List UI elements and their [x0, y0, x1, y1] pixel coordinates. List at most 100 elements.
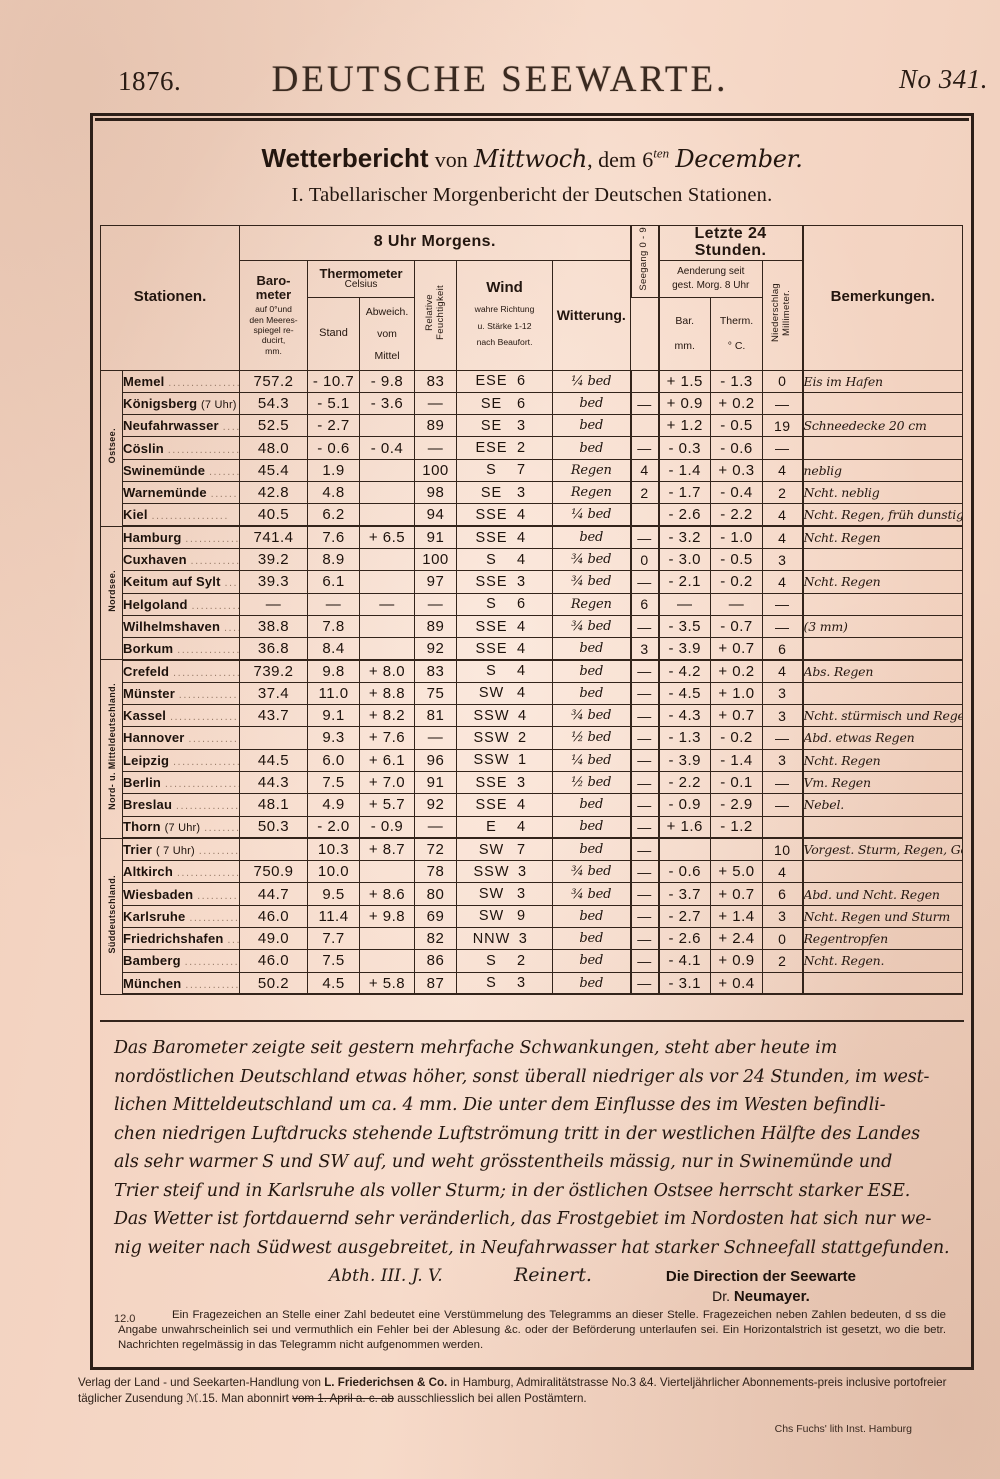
leader-dots: ................. — [151, 510, 229, 523]
thermometer-change-value: + 5.0 — [710, 860, 764, 884]
station-name-cell: Bamberg ................. — [121, 949, 241, 973]
bemerkungen-value: Ncht. neblig — [801, 481, 964, 505]
witterung-value: ½ bed — [552, 726, 632, 750]
header-relative-feuchtigkeit: Relative Feuchtigkeit — [414, 259, 458, 371]
seegang-value: — — [629, 949, 660, 973]
thermometer-stand-value: 6.1 — [307, 570, 361, 594]
table-row: Wiesbaden .................44.79.5+ 8.68… — [101, 882, 964, 906]
thermometer-change-value: - 0.2 — [710, 570, 764, 594]
table-row: Cuxhaven .................39.28.9100S4¾ … — [101, 547, 964, 572]
wind-value: SE 3 — [456, 481, 554, 505]
station-name-cell: Wiesbaden ................. — [121, 882, 241, 906]
relative-humidity-value: 82 — [414, 927, 458, 951]
signature-row: Abth. III. J. V. Reinert. Die Direction … — [114, 1264, 952, 1305]
wind-value: SSW 4 — [456, 704, 554, 728]
barometer-value: 44.5 — [239, 748, 309, 772]
report-title-von: von — [434, 147, 468, 172]
leader-dots: ................. — [185, 533, 240, 546]
barometer-value: 48.0 — [239, 436, 309, 460]
barometer-value: 37.4 — [239, 681, 309, 706]
station-name: Cuxhaven — [123, 552, 187, 568]
thermometer-change-value: - 2.9 — [710, 793, 764, 817]
thermometer-stand-value: 11.4 — [307, 904, 361, 929]
station-name: Kiel — [123, 507, 148, 523]
relative-humidity-value: — — [414, 726, 458, 750]
leader-dots: ................. — [191, 599, 238, 612]
header-stand: Stand — [307, 296, 361, 371]
thermometer-change-value: - 0.4 — [710, 481, 764, 505]
precipitation-value: — — [762, 770, 804, 795]
station-name-cell: Altkirch ................. — [121, 860, 241, 884]
thermometer-change-value: - 1.3 — [710, 369, 764, 393]
colophon-part1: Verlag der Land - und Seekarten-Handlung… — [78, 1376, 325, 1389]
wind-value: SSE 4 — [456, 525, 554, 549]
barometer-change-value: - 3.7 — [657, 882, 712, 906]
thermometer-change-value: + 0.7 — [710, 882, 764, 906]
witterung-value: ¼ bed — [552, 748, 632, 772]
colophon-part4: ausschliesslich bei allen Postämtern. — [393, 1392, 587, 1405]
bemerkungen-value: Ncht. stürmisch und Regen — [801, 704, 964, 728]
relative-humidity-value: 97 — [414, 570, 458, 594]
station-name-cell: Berlin ................. — [121, 770, 241, 795]
thermometer-stand-value: 7.5 — [307, 949, 361, 973]
table-row: Bamberg .................46.07.586S2bed—… — [101, 949, 964, 973]
precipitation-value: 3 — [762, 681, 804, 706]
wind-direction: NNW — [472, 930, 511, 947]
barometer-change-value: - 2.2 — [657, 770, 712, 795]
wind-force: 3 — [516, 774, 527, 791]
thermometer-stand-value: 7.6 — [307, 525, 361, 549]
seegang-value: — — [629, 436, 660, 460]
seegang-value: — — [629, 971, 660, 996]
relative-humidity-value: — — [414, 592, 458, 616]
seegang-value: — — [629, 704, 660, 728]
thermometer-deviation-value — [359, 949, 416, 973]
thermometer-deviation-value — [359, 860, 416, 884]
seegang-value — [629, 414, 660, 438]
wind-force: 4 — [516, 685, 527, 702]
relative-humidity-value: 91 — [414, 525, 458, 549]
station-group-label: Nordsee. — [100, 525, 123, 661]
station-name-cell: Thorn (7 Uhr) ................. — [121, 815, 241, 840]
station-name: Borkum — [123, 641, 174, 657]
header-niederschlag: Niederschlag Millimeter. — [762, 259, 804, 371]
wind-direction: S — [486, 462, 497, 479]
bemerkungen-value: Ncht. Regen — [801, 525, 964, 549]
wind-direction: SE — [480, 417, 503, 434]
barometer-change-value: - 3.0 — [657, 547, 712, 572]
station-name-cell: Cöslin ................. — [121, 436, 241, 460]
witterung-value: ¾ bed — [552, 614, 632, 639]
wind-force: 4 — [516, 818, 527, 835]
station-name: Hannover — [123, 730, 185, 746]
station-name-cell: Crefeld ................. — [121, 659, 241, 683]
precipitation-value: 3 — [762, 748, 804, 772]
thermometer-deviation-value: — — [359, 592, 416, 616]
precipitation-value: — — [762, 614, 804, 639]
seegang-value: 3 — [629, 637, 660, 661]
station-name: Trier — [123, 842, 153, 858]
bemerkungen-value: Vm. Regen — [801, 770, 964, 795]
station-name-cell: Keitum auf Sylt ................. — [121, 570, 241, 594]
witterung-value: ¼ bed — [552, 369, 632, 393]
bemerkungen-value: Abd. etwas Regen — [801, 726, 964, 750]
leader-dots: ................. — [168, 376, 240, 389]
wind-direction: SSE — [475, 506, 508, 523]
colophon: Verlag der Land - und Seekarten-Handlung… — [78, 1375, 970, 1407]
wind-direction: SSW — [473, 707, 510, 724]
station-name-cell: Münster ................. — [121, 681, 241, 706]
station-name-cell: Karlsruhe ................. — [121, 904, 241, 929]
wind-force: 2 — [517, 729, 528, 746]
witterung-value: ¾ bed — [552, 547, 632, 572]
wind-direction: SSE — [475, 774, 508, 791]
thermometer-stand-value: - 10.7 — [307, 369, 361, 393]
station-name: Neufahrwasser — [123, 418, 219, 434]
witterung-value: bed — [552, 927, 632, 951]
thermometer-deviation-value: + 5.8 — [359, 971, 416, 996]
barometer-value: 750.9 — [239, 860, 309, 884]
publication-title: DEUTSCHE SEEWARTE. — [271, 59, 729, 100]
wind-direction: SSW — [473, 729, 510, 746]
station-name: Breslau — [123, 797, 173, 813]
wind-direction: SW — [478, 841, 505, 858]
wind-direction: SSE — [475, 573, 508, 590]
wind-direction: S — [486, 663, 497, 680]
